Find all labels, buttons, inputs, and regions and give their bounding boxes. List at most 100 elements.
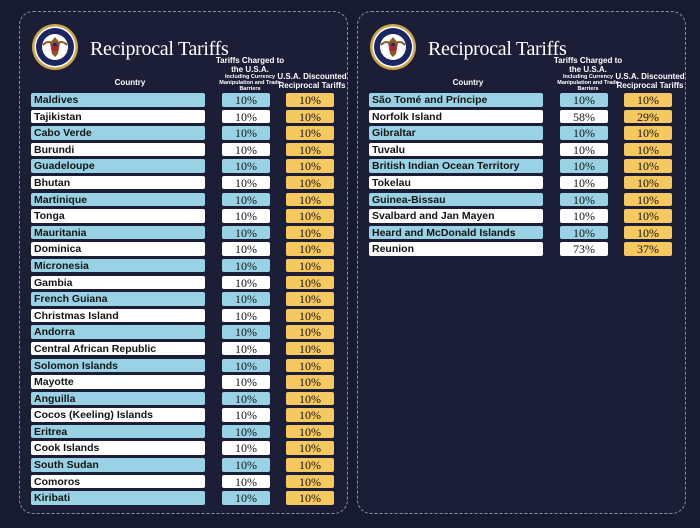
tariff-cell: 10% xyxy=(222,209,270,223)
discounted-tariff-cell: 10% xyxy=(286,159,334,173)
tariff-cell: 10% xyxy=(222,491,270,505)
discounted-tariff-cell: 10% xyxy=(286,424,334,439)
discounted-tariff-cell: 10% xyxy=(286,258,334,273)
tariff-cell: 10% xyxy=(222,93,270,107)
country-cell: Norfolk Island xyxy=(369,109,543,124)
tariff-cell: 10% xyxy=(560,209,608,223)
discounted-tariff-cell: 10% xyxy=(624,209,672,223)
discounted-tariff-cell: 29% xyxy=(624,109,672,123)
discounted-tariff-cell: 10% xyxy=(624,142,672,157)
tariff-cell: 10% xyxy=(222,126,270,140)
discounted-tariff-cell: 10% xyxy=(286,358,334,372)
tariff-cell: 58% xyxy=(560,109,608,123)
discounted-tariff-cell: 10% xyxy=(286,175,334,190)
page-title: Reciprocal Tariffs xyxy=(90,38,229,60)
tariff-cell: 10% xyxy=(222,142,270,157)
country-cell: Anguilla xyxy=(31,391,205,406)
tariff-cell: 10% xyxy=(222,242,270,256)
discounted-tariff-cell: 10% xyxy=(286,292,334,306)
country-cell: Cabo Verde xyxy=(31,126,205,140)
header-tariffs: Tariffs Charged to the U.S.A. Including … xyxy=(215,56,285,92)
tariff-cell: 10% xyxy=(222,258,270,273)
country-cell: Tokelau xyxy=(369,175,543,190)
discounted-tariff-cell: 10% xyxy=(286,209,334,223)
country-cell: Tuvalu xyxy=(369,142,543,157)
tariff-cell: 10% xyxy=(222,109,270,123)
country-cell: Reunion xyxy=(369,242,543,256)
tariff-cell: 10% xyxy=(560,225,608,240)
country-cell: Mayotte xyxy=(31,375,205,389)
tariff-cell: 10% xyxy=(560,175,608,190)
tariff-cell: 10% xyxy=(222,458,270,472)
page-title: Reciprocal Tariffs xyxy=(428,38,567,60)
discounted-tariff-cell: 10% xyxy=(624,126,672,140)
discounted-tariff-cell: 10% xyxy=(286,126,334,140)
discounted-tariff-cell: 10% xyxy=(286,474,334,488)
discounted-tariff-cell: 10% xyxy=(286,275,334,289)
discounted-tariff-cell: 10% xyxy=(286,441,334,455)
country-cell: Bhutan xyxy=(31,175,205,190)
country-cell: South Sudan xyxy=(31,458,205,472)
header-discounted: U.S.A. Discounted Reciprocal Tariffs xyxy=(277,72,347,90)
country-cell: Cocos (Keeling) Islands xyxy=(31,408,205,422)
tariff-cell: 10% xyxy=(222,341,270,356)
tariff-cell: 73% xyxy=(560,242,608,256)
right-panel: Reciprocal Tariffs Country Tariffs Charg… xyxy=(357,11,686,514)
tariff-cell: 10% xyxy=(560,142,608,157)
country-cell: Guadeloupe xyxy=(31,159,205,173)
header-tariffs-sub: Including Currency Manipulation and Trad… xyxy=(557,74,619,92)
tariff-cell: 10% xyxy=(222,275,270,289)
discounted-tariff-cell: 10% xyxy=(286,375,334,389)
tariff-cell: 10% xyxy=(222,375,270,389)
tariff-cell: 10% xyxy=(560,159,608,173)
tariff-cell: 10% xyxy=(222,408,270,422)
presidential-seal-icon xyxy=(32,24,78,70)
country-cell: Gibraltar xyxy=(369,126,543,140)
discounted-tariff-cell: 10% xyxy=(286,109,334,123)
country-cell: Eritrea xyxy=(31,424,205,439)
discounted-tariff-cell: 10% xyxy=(624,93,672,107)
country-cell: Tajikistan xyxy=(31,109,205,124)
tariff-cell: 10% xyxy=(222,474,270,488)
tariff-cell: 10% xyxy=(222,325,270,339)
country-cell: Svalbard and Jan Mayen xyxy=(369,209,543,223)
tariff-cell: 10% xyxy=(560,192,608,206)
discounted-tariff-cell: 10% xyxy=(286,242,334,256)
discounted-tariff-cell: 10% xyxy=(286,391,334,405)
tariff-cell: 10% xyxy=(222,391,270,405)
tariff-cell: 10% xyxy=(560,93,608,107)
tariff-cell: 10% xyxy=(222,424,270,439)
discounted-tariff-cell: 10% xyxy=(286,325,334,339)
discounted-tariff-cell: 10% xyxy=(286,308,334,322)
country-cell: Maldives xyxy=(31,93,205,107)
country-cell: Tonga xyxy=(31,209,205,223)
country-cell: Mauritania xyxy=(31,225,205,240)
tariff-cell: 10% xyxy=(222,358,270,372)
country-cell: Guinea-Bissau xyxy=(369,192,543,207)
header-tariffs-sub: Including Currency Manipulation and Trad… xyxy=(219,74,281,92)
header-tariffs: Tariffs Charged to the U.S.A. Including … xyxy=(553,56,623,92)
tariff-cell: 10% xyxy=(222,308,270,322)
discounted-tariff-cell: 37% xyxy=(624,242,672,256)
header-country: Country xyxy=(114,78,146,87)
discounted-tariff-cell: 10% xyxy=(624,192,672,206)
discounted-tariff-cell: 10% xyxy=(286,458,334,472)
country-cell: Micronesia xyxy=(31,258,205,273)
tariff-cell: 10% xyxy=(222,159,270,173)
country-cell: Heard and McDonald Islands xyxy=(369,225,543,240)
header-discounted: U.S.A. Discounted Reciprocal Tariffs xyxy=(615,72,685,90)
country-cell: Solomon Islands xyxy=(31,358,205,372)
discounted-tariff-cell: 10% xyxy=(286,142,334,157)
country-cell: Kiribati xyxy=(31,491,205,505)
country-cell: Comoros xyxy=(31,474,205,489)
discounted-tariff-cell: 10% xyxy=(286,408,334,422)
country-cell: Burundi xyxy=(31,142,205,157)
tariff-cell: 10% xyxy=(222,192,270,206)
country-cell: São Tomé and Príncipe xyxy=(369,93,543,107)
header-country: Country xyxy=(452,78,484,87)
country-cell: Dominica xyxy=(31,242,205,256)
discounted-tariff-cell: 10% xyxy=(624,175,672,190)
country-cell: Andorra xyxy=(31,325,205,339)
header-tariffs-main: Tariffs Charged to the U.S.A. xyxy=(553,56,623,74)
presidential-seal-icon xyxy=(370,24,416,70)
